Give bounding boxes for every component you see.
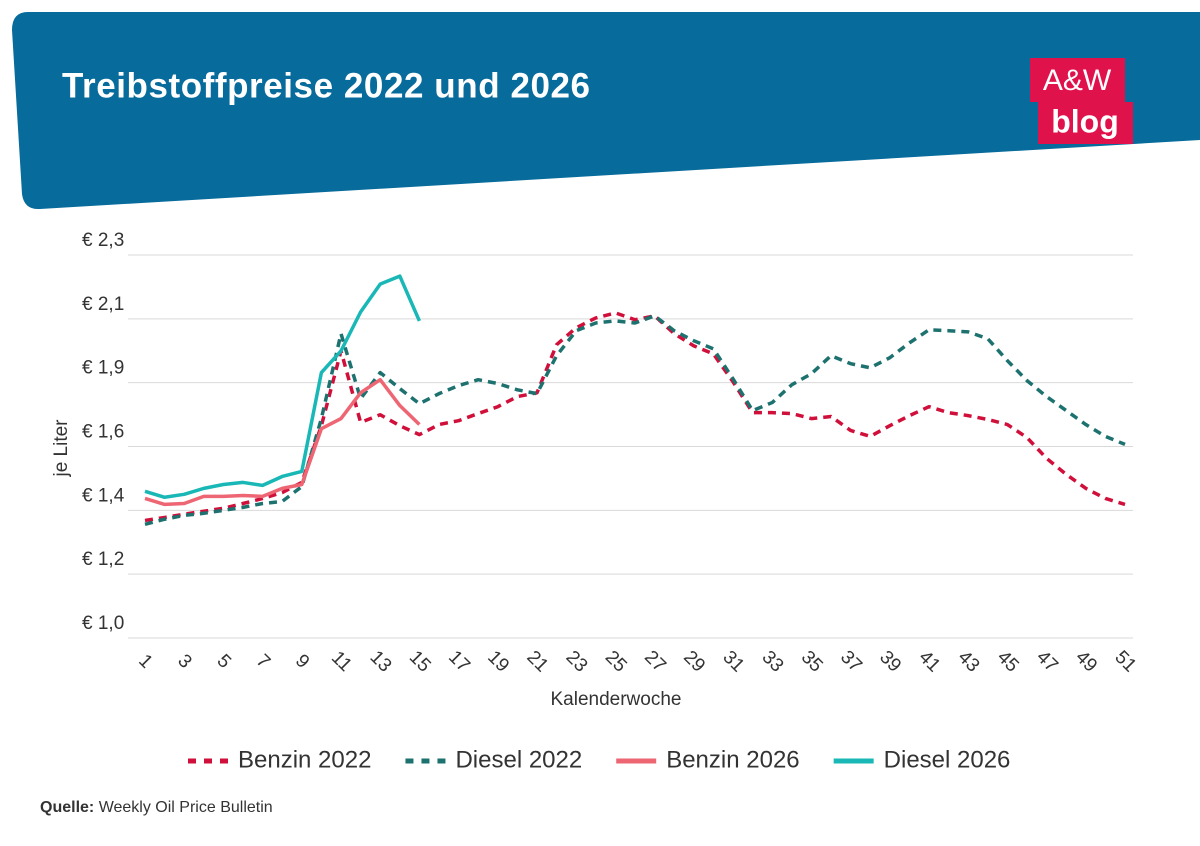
x-tick-label: 13 [366,647,396,677]
y-tick-label: € 1,0 [82,613,124,634]
x-tick-label: 17 [444,647,474,677]
x-tick-label: 47 [1032,647,1062,677]
y-tick-label: € 1,4 [82,485,125,506]
logo-box [1038,102,1133,144]
x-tick-label: 7 [252,650,274,672]
source-text: Weekly Oil Price Bulletin [99,799,273,816]
source: Quelle: Weekly Oil Price Bulletin [40,799,273,816]
x-tick-label: 15 [405,647,435,677]
x-tick-label: 9 [291,650,313,672]
x-tick-label: 23 [562,647,592,677]
x-tick-label: 43 [954,647,984,677]
x-tick-label: 1 [134,650,156,672]
series-line [144,314,1126,526]
logo-text: A&W [1043,64,1112,97]
legend-label: Benzin 2026 [666,746,799,773]
logo-box [1030,58,1125,102]
x-tick-label: 27 [640,647,670,677]
x-tick-label: 19 [483,647,513,677]
x-tick-label: 49 [1071,647,1101,677]
x-tick-label: 31 [718,647,748,677]
x-tick-label: 33 [758,647,788,677]
x-tick-label: 51 [1110,647,1140,677]
x-tick-label: 35 [797,647,827,677]
legend-label: Benzin 2022 [238,746,371,773]
series-line [144,274,422,500]
y-tick-label: € 1,6 [82,422,124,443]
legend-label: Diesel 2022 [455,746,582,773]
y-tick-label: € 1,2 [82,549,124,570]
x-tick-label: 39 [875,647,905,677]
y-axis-title: je Liter [51,419,72,478]
header-banner [12,12,1200,210]
x-tick-label: 29 [679,647,709,677]
x-axis-title: Kalenderwoche [551,689,682,710]
series-line [144,377,421,507]
x-tick-label: 37 [836,647,866,677]
x-tick-label: 11 [327,647,356,676]
x-tick-label: 3 [173,650,195,672]
source-label: Quelle: [40,799,94,816]
x-tick-label: 45 [993,647,1023,677]
legend-label: Diesel 2026 [884,746,1011,773]
y-tick-label: € 2,1 [82,294,124,315]
logo-text: blog [1051,103,1119,139]
y-tick-label: € 1,9 [82,358,124,379]
x-tick-label: 21 [522,647,552,677]
y-tick-label: € 2,3 [82,230,124,251]
x-tick-label: 41 [914,647,944,677]
x-tick-label: 25 [601,647,631,677]
series-line [144,311,1126,523]
chart-title: Treibstoffpreise 2022 und 2026 [62,66,590,105]
x-tick-label: 5 [213,650,235,672]
